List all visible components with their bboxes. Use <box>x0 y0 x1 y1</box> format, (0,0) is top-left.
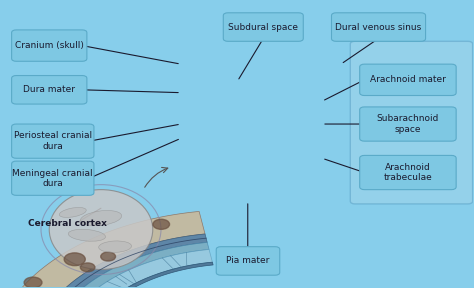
FancyBboxPatch shape <box>12 124 94 158</box>
FancyBboxPatch shape <box>12 161 94 195</box>
Text: Periosteal cranial
dura: Periosteal cranial dura <box>14 131 92 151</box>
FancyBboxPatch shape <box>360 107 456 141</box>
Text: Meningeal cranial
dura: Meningeal cranial dura <box>12 168 93 188</box>
Circle shape <box>153 219 170 229</box>
FancyBboxPatch shape <box>360 64 456 96</box>
Circle shape <box>100 252 116 261</box>
Text: Cerebral cortex: Cerebral cortex <box>28 219 107 228</box>
FancyBboxPatch shape <box>350 41 473 204</box>
FancyBboxPatch shape <box>216 247 280 275</box>
Text: Subdural space: Subdural space <box>228 22 298 32</box>
Text: Dura mater: Dura mater <box>23 85 75 94</box>
Circle shape <box>81 263 95 272</box>
Polygon shape <box>47 242 209 288</box>
Polygon shape <box>80 262 213 288</box>
Ellipse shape <box>99 241 131 252</box>
FancyBboxPatch shape <box>331 13 426 41</box>
Polygon shape <box>0 211 205 288</box>
Ellipse shape <box>49 190 153 270</box>
FancyBboxPatch shape <box>12 75 87 104</box>
Text: Subarachnoid
space: Subarachnoid space <box>377 114 439 134</box>
FancyBboxPatch shape <box>223 13 303 41</box>
Ellipse shape <box>80 211 122 226</box>
FancyBboxPatch shape <box>12 30 87 61</box>
Text: Arachnoid
trabeculae: Arachnoid trabeculae <box>383 163 432 182</box>
FancyBboxPatch shape <box>360 156 456 190</box>
Polygon shape <box>58 249 212 288</box>
Ellipse shape <box>59 207 86 217</box>
Text: Cranium (skull): Cranium (skull) <box>15 41 84 50</box>
Text: Dural venous sinus: Dural venous sinus <box>336 22 422 32</box>
Ellipse shape <box>68 229 106 241</box>
Circle shape <box>64 253 85 266</box>
Polygon shape <box>33 234 207 288</box>
Text: Arachnoid mater: Arachnoid mater <box>370 75 446 84</box>
Text: Pia mater: Pia mater <box>226 256 270 266</box>
Circle shape <box>24 277 42 288</box>
